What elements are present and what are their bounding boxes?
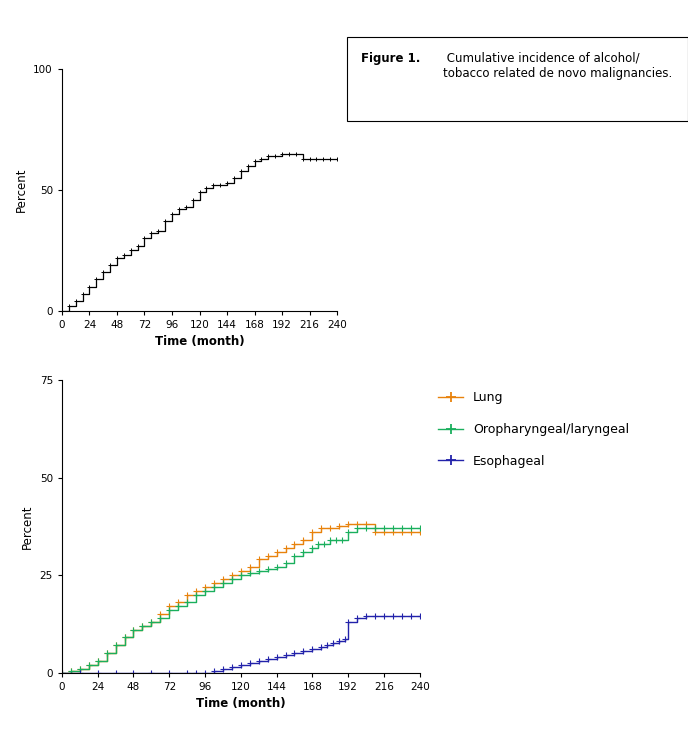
FancyBboxPatch shape [347, 37, 688, 121]
Legend: Lung, Oropharyngeal/laryngeal, Esophageal: Lung, Oropharyngeal/laryngeal, Esophagea… [433, 387, 634, 473]
Text: Figure 1.: Figure 1. [361, 52, 420, 64]
Y-axis label: Percent: Percent [21, 504, 34, 548]
Text: Cumulative incidence of alcohol/
tobacco related de novo malignancies.: Cumulative incidence of alcohol/ tobacco… [443, 52, 672, 80]
Y-axis label: Percent: Percent [14, 168, 28, 212]
X-axis label: Time (month): Time (month) [155, 336, 244, 348]
X-axis label: Time (month): Time (month) [196, 697, 286, 710]
